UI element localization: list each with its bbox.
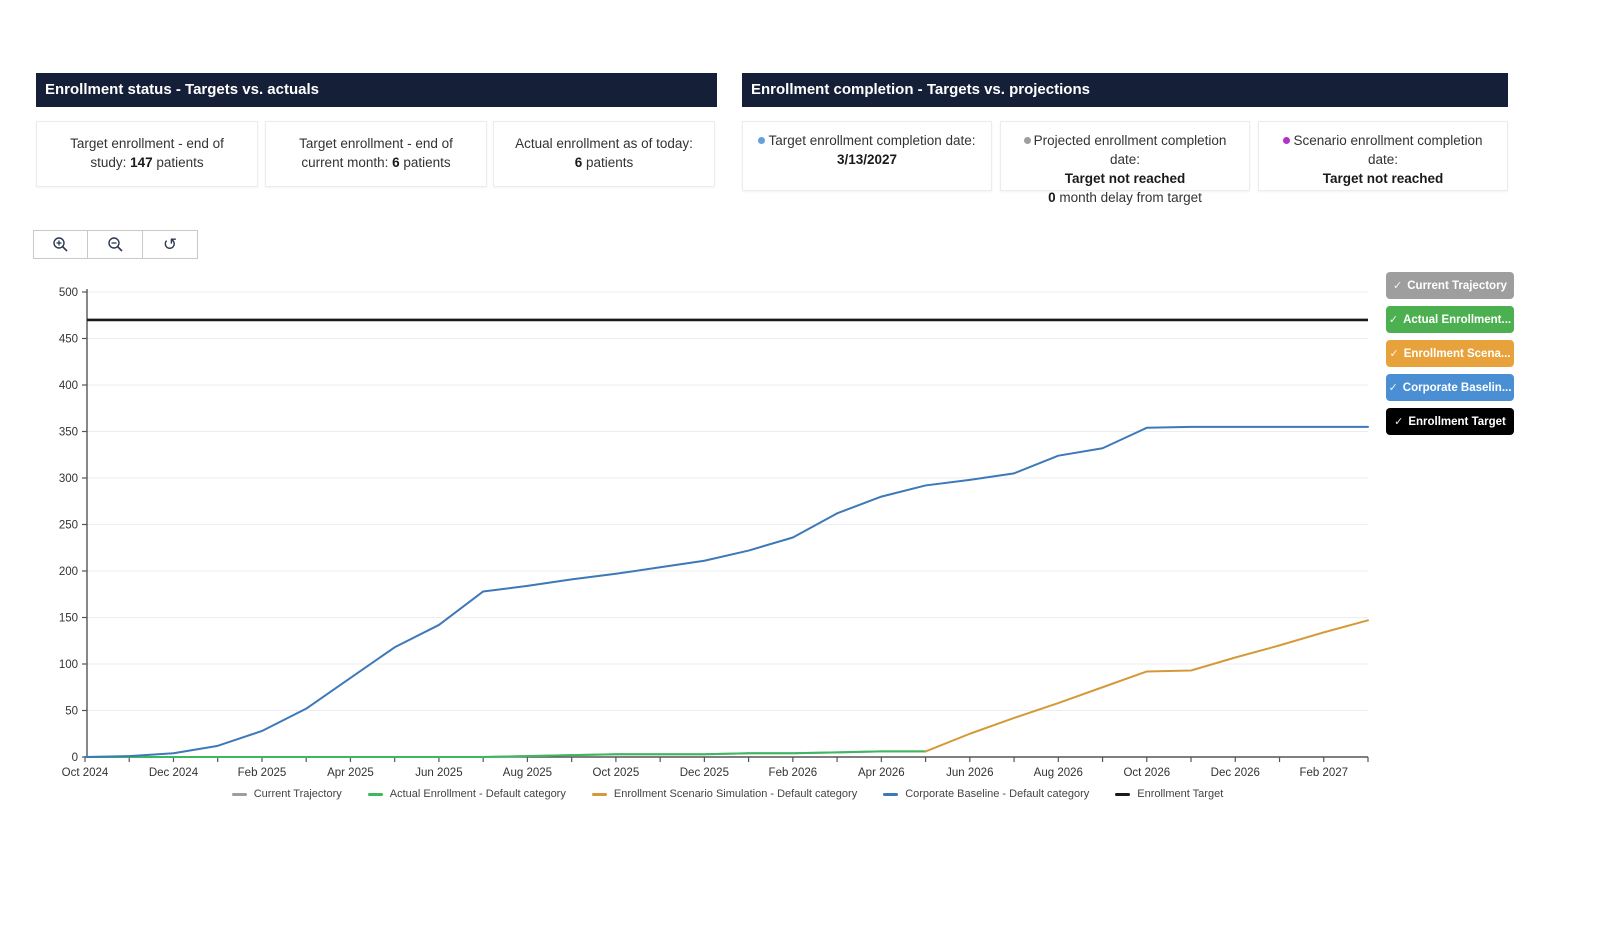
chart-canvas: 0 50 100 150 200 250 300 350 400 450 500 Oct 2024 De… (59, 287, 1369, 779)
svg-text:150: 150 (59, 613, 78, 625)
card-value: Target not reached (1322, 171, 1444, 186)
legend-swatch (883, 792, 899, 796)
svg-text:50: 50 (65, 706, 78, 718)
svg-text:Dec 2025: Dec 2025 (680, 767, 729, 779)
svg-text:Oct 2024: Oct 2024 (62, 767, 109, 779)
projected-date-bullet-icon (1023, 137, 1031, 144)
svg-text:Feb 2026: Feb 2026 (769, 767, 818, 779)
card-target-current-month: Target enrollment - end of current month… (265, 121, 487, 187)
card-projected-completion-date: Projected enrollment completion date: Ta… (1000, 121, 1250, 205)
completion-panel-header: Enrollment completion - Targets vs. proj… (742, 73, 1508, 107)
svg-text:200: 200 (59, 566, 78, 578)
svg-text:Oct 2026: Oct 2026 (1123, 767, 1170, 779)
delay-label: month delay from target (1055, 190, 1202, 205)
svg-text:300: 300 (59, 473, 78, 485)
svg-text:400: 400 (59, 380, 78, 392)
zoom-in-button[interactable] (33, 230, 88, 259)
legend-label: Corporate Baseline - Default category (905, 788, 1090, 800)
card-actual-today: Actual enrollment as of today: 6 patient… (493, 121, 715, 187)
legend-toggle-label: Enrollment Scena... (1403, 347, 1511, 360)
legend-label: Enrollment Scenario Simulation - Default… (613, 788, 858, 800)
legend-item-enrollment-target: Enrollment Target (1115, 788, 1223, 800)
legend-toggle-label: Current Trajectory (1407, 279, 1507, 292)
check-icon: ✓ (1388, 314, 1399, 326)
card-value: 147 (130, 155, 153, 170)
enrollment-chart[interactable]: 0 50 100 150 200 250 300 350 400 450 500 Oct 2024 De… (0, 280, 1400, 785)
svg-text:Feb 2027: Feb 2027 (1299, 767, 1348, 779)
card-label: Scenario enrollment completion date: (1293, 133, 1483, 167)
legend-item-actual-enrollment: Actual Enrollment - Default category (367, 788, 566, 800)
svg-text:100: 100 (59, 659, 78, 671)
card-label-suffix: patients (152, 155, 204, 170)
legend-item-corporate-baseline: Corporate Baseline - Default category (883, 788, 1089, 800)
check-icon: ✓ (1393, 280, 1403, 292)
card-label: Target enrollment completion date: (768, 133, 976, 148)
zoom-out-icon (107, 236, 124, 253)
card-label-suffix: patients (582, 155, 634, 170)
svg-text:Jun 2025: Jun 2025 (415, 767, 462, 779)
svg-text:Dec 2024: Dec 2024 (149, 767, 199, 779)
svg-text:Oct 2025: Oct 2025 (593, 767, 640, 779)
check-icon: ✓ (1394, 416, 1404, 428)
legend-swatch (1115, 792, 1131, 796)
card-value: 6 (574, 155, 583, 170)
svg-text:450: 450 (59, 334, 78, 346)
scenario-date-bullet-icon (1283, 137, 1291, 144)
legend-toggle-corporate-baseline[interactable]: ✓ Corporate Baselin... (1386, 374, 1514, 401)
legend-label: Actual Enrollment - Default category (389, 788, 566, 800)
zoom-reset-button[interactable]: ↺ (143, 230, 198, 259)
legend-swatch (367, 792, 383, 796)
legend-toggle-actual-enrollment[interactable]: ✓ Actual Enrollment... (1386, 306, 1514, 333)
card-value: 6 (392, 155, 400, 170)
legend-toggle-label: Corporate Baselin... (1402, 381, 1512, 394)
zoom-out-button[interactable] (88, 230, 143, 259)
svg-text:Aug 2025: Aug 2025 (503, 767, 552, 779)
card-target-completion-date: Target enrollment completion date: 3/13/… (742, 121, 992, 191)
svg-text:0: 0 (72, 752, 78, 764)
legend-toggle-enrollment-target[interactable]: ✓ Enrollment Target (1386, 408, 1514, 435)
check-icon: ✓ (1388, 382, 1398, 394)
legend-toggle-enrollment-scenario[interactable]: ✓ Enrollment Scena... (1386, 340, 1514, 367)
card-label: Target enrollment - end of study: (70, 136, 224, 170)
zoom-in-icon (52, 236, 69, 253)
legend-toggle-label: Enrollment Target (1408, 415, 1506, 428)
status-panel-header: Enrollment status - Targets vs. actuals (36, 73, 717, 107)
legend-label: Enrollment Target (1137, 788, 1224, 800)
svg-text:Dec 2026: Dec 2026 (1211, 767, 1260, 779)
card-value: Target not reached (1064, 171, 1186, 186)
card-scenario-completion-date: Scenario enrollment completion date: Tar… (1258, 121, 1508, 191)
svg-text:Feb 2025: Feb 2025 (238, 767, 287, 779)
card-label: Projected enrollment completion date: (1033, 133, 1227, 167)
legend-swatch (591, 792, 607, 796)
chart-zoom-toolbar: ↺ (33, 230, 198, 259)
legend-toggle-label: Actual Enrollment... (1403, 313, 1512, 326)
delay-value: 0 (1048, 190, 1056, 205)
reset-icon: ↺ (162, 235, 178, 254)
card-label: Target enrollment - end of current month… (299, 136, 453, 170)
legend-toggle-current-trajectory[interactable]: ✓ Current Trajectory (1386, 272, 1514, 299)
check-icon: ✓ (1389, 348, 1399, 360)
legend-swatch (231, 792, 247, 796)
legend-item-enrollment-scenario: Enrollment Scenario Simulation - Default… (591, 788, 858, 800)
target-date-bullet-icon (758, 137, 766, 144)
svg-text:500: 500 (59, 287, 78, 299)
card-label: Actual enrollment as of today: (515, 136, 693, 151)
legend-label: Current Trajectory (253, 788, 342, 800)
svg-text:Jun 2026: Jun 2026 (946, 767, 993, 779)
svg-text:Apr 2026: Apr 2026 (858, 767, 905, 779)
svg-text:350: 350 (59, 427, 78, 439)
chart-bottom-legend: Current Trajectory Actual Enrollment - D… (87, 788, 1368, 800)
svg-text:250: 250 (59, 520, 78, 532)
svg-text:Apr 2025: Apr 2025 (327, 767, 374, 779)
card-label-suffix: patients (399, 155, 451, 170)
card-target-end-of-study: Target enrollment - end of study: 147 pa… (36, 121, 258, 187)
svg-text:Aug 2026: Aug 2026 (1034, 767, 1083, 779)
legend-item-current-trajectory: Current Trajectory (231, 788, 342, 800)
card-value: 3/13/2027 (836, 152, 898, 167)
